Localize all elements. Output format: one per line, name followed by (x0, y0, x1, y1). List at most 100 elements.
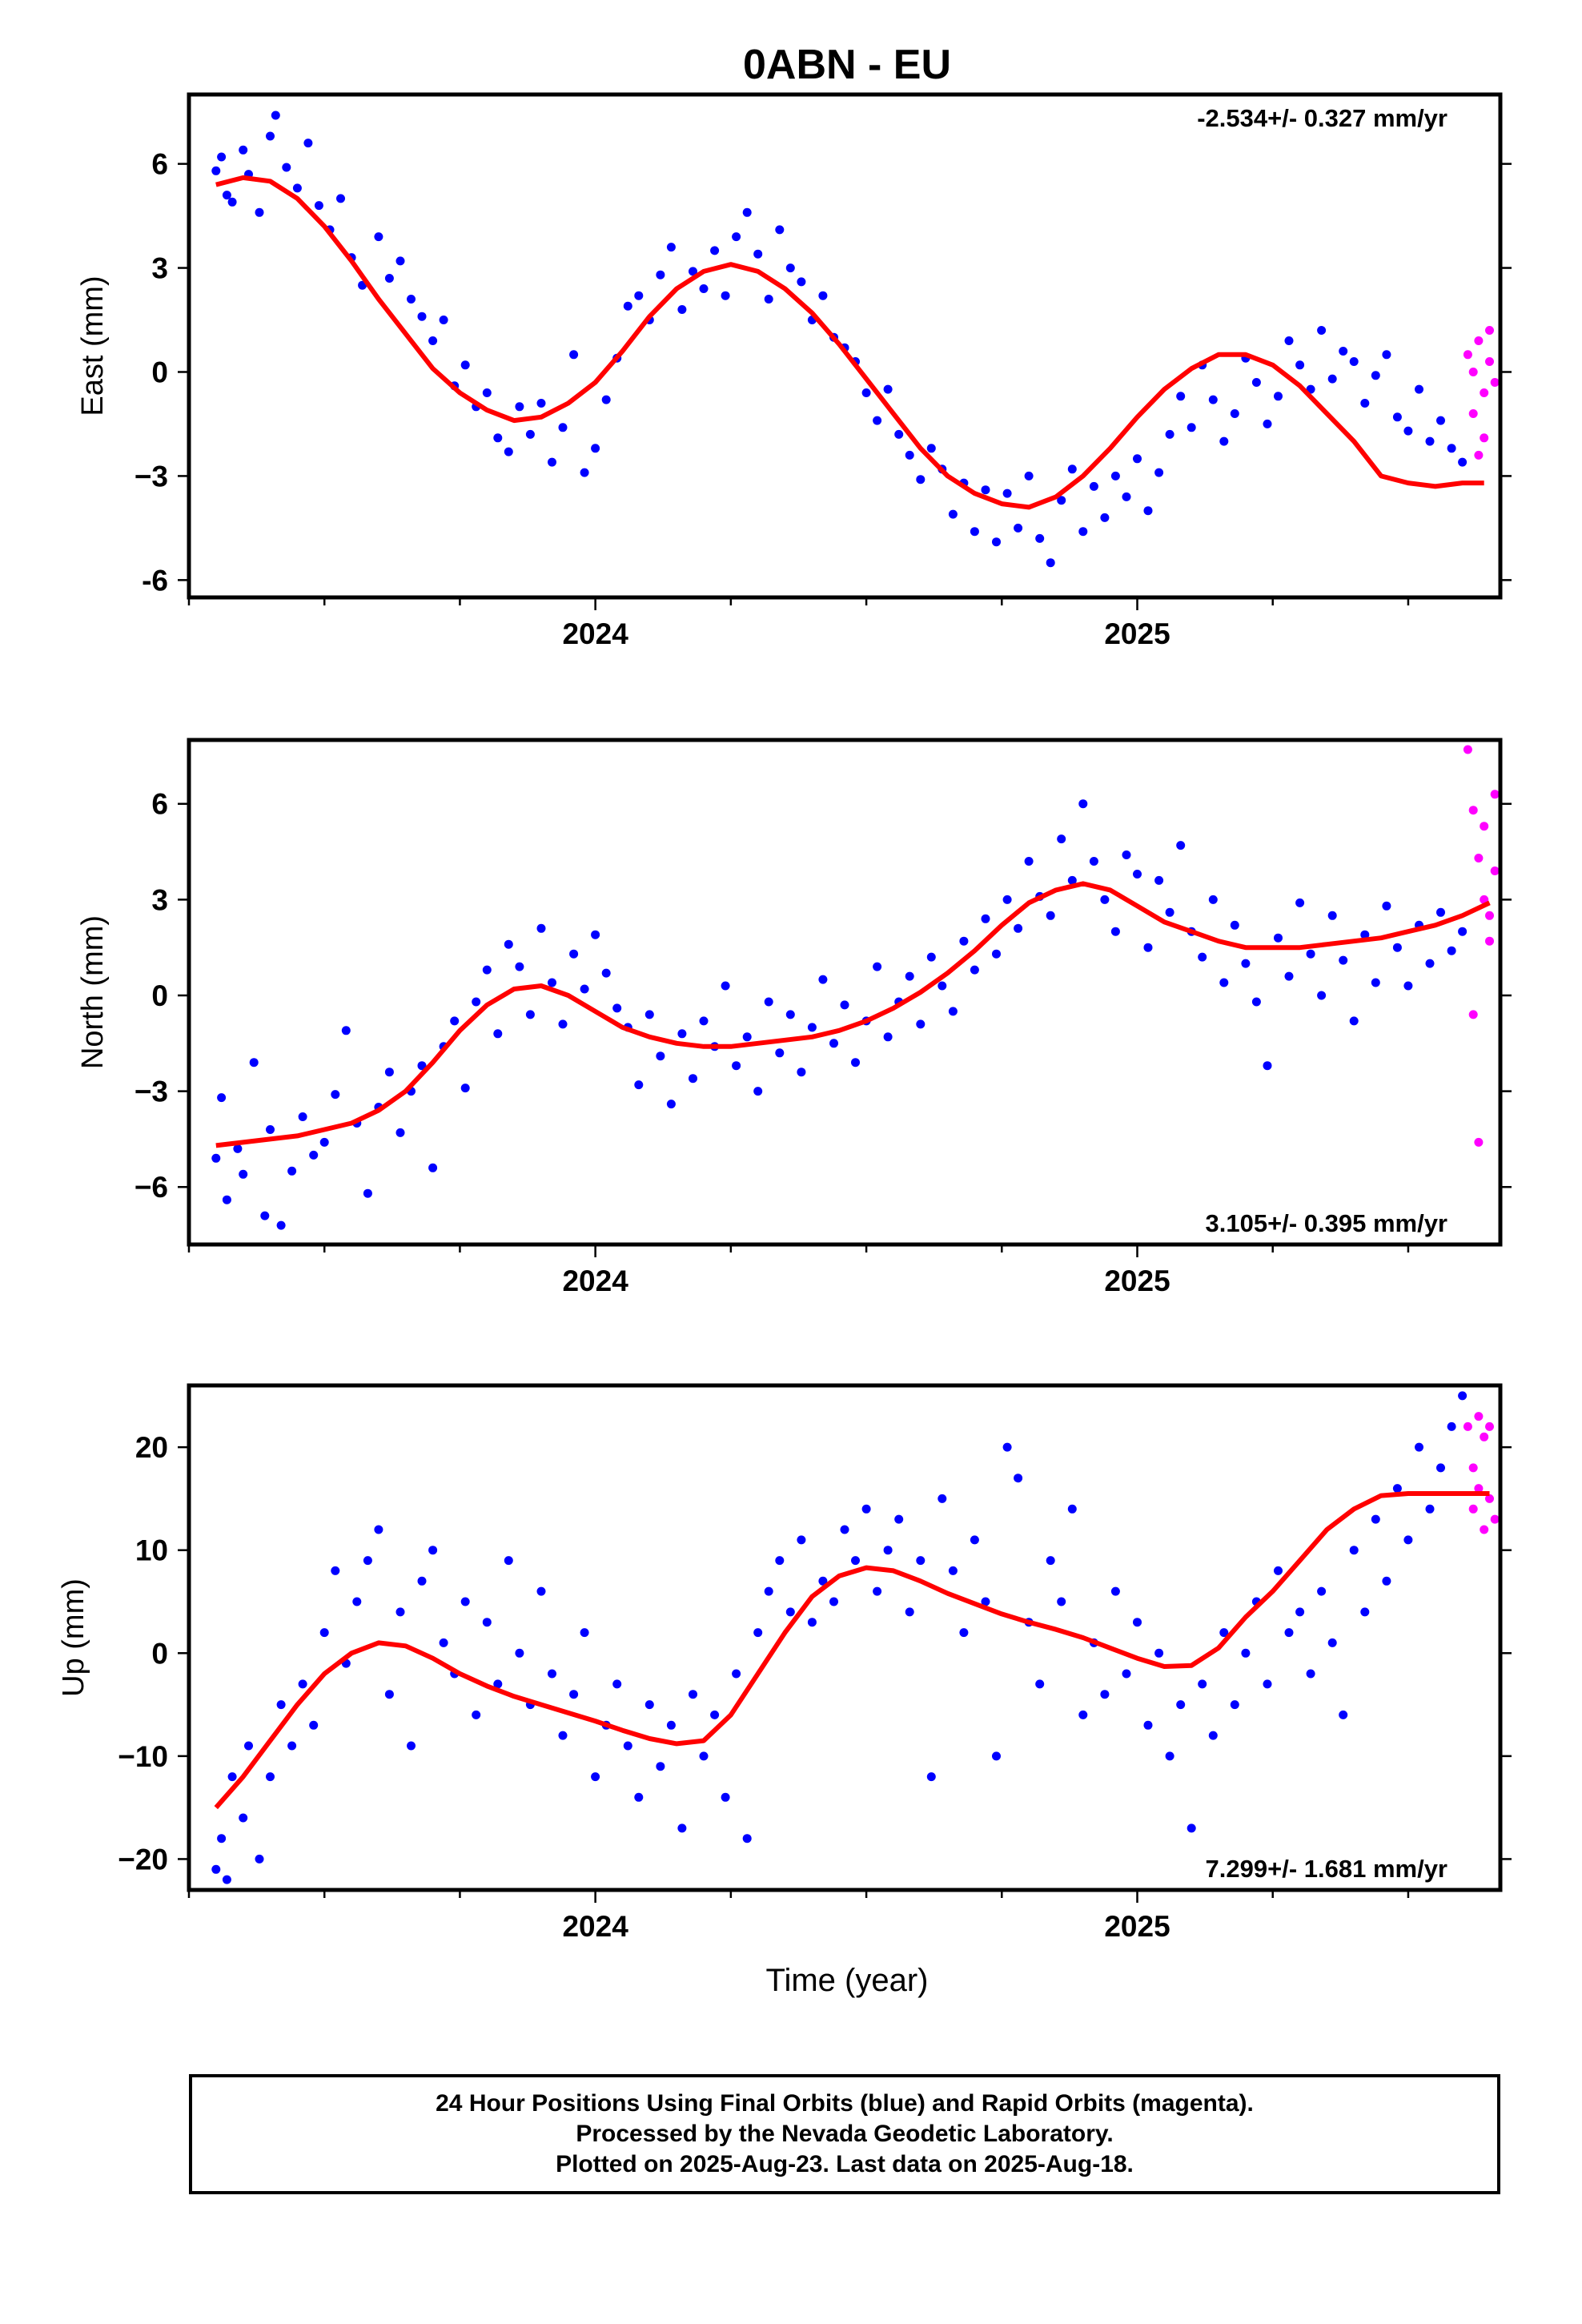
north-final-point (1133, 870, 1142, 879)
up-final-point (1284, 1628, 1294, 1638)
north-final-point (1371, 978, 1380, 987)
north-final-point (558, 1019, 568, 1029)
north-final-point (450, 1016, 460, 1026)
north-final-point (1122, 850, 1131, 859)
up-final-point (428, 1546, 438, 1555)
up-ticks: 2024 2025 −20 −10 0 10 20 (118, 1431, 1512, 1943)
east-final-point (1165, 429, 1174, 439)
east-final-point (227, 197, 237, 207)
north-final-point (276, 1220, 286, 1230)
east-final-point (894, 429, 904, 439)
north-rapid-point (1480, 822, 1489, 831)
up-final-point (873, 1586, 882, 1596)
east-final-point (1002, 489, 1012, 498)
footer-line-1: 24 Hour Positions Using Final Orbits (bl… (436, 2090, 1254, 2117)
up-final-point (309, 1720, 319, 1730)
north-points (211, 745, 1500, 1230)
north-final-point (775, 1048, 785, 1058)
up-y-tick-label: 0 (151, 1637, 168, 1670)
up-rate-label: 7.299+/- 1.681 mm/yr (1206, 1855, 1447, 1883)
north-final-point (1208, 895, 1218, 904)
east-final-point (1067, 464, 1077, 474)
up-ylabel: Up (mm) (57, 1578, 90, 1697)
east-final-point (407, 295, 416, 304)
up-final-point (439, 1638, 448, 1647)
north-final-point (548, 978, 556, 987)
north-final-point (753, 1087, 763, 1096)
up-final-point (1317, 1586, 1327, 1596)
east-final-point (255, 207, 264, 217)
east-final-point (1014, 523, 1023, 533)
footer-box: 24 Hour Positions Using Final Orbits (bl… (189, 2074, 1500, 2194)
east-final-point (732, 232, 741, 242)
north-y-tick-label: 3 (151, 883, 168, 916)
north-final-point (883, 1032, 893, 1042)
north-final-point (363, 1188, 372, 1198)
east-final-point (266, 131, 275, 141)
up-final-point (417, 1576, 427, 1586)
up-rapid-point (1463, 1421, 1472, 1431)
up-final-point (331, 1566, 340, 1575)
up-final-point (1176, 1700, 1186, 1710)
figure: 0ABN - EU 2024 2025 -6 −3 0 3 6 East (mm) -2.5… (57, 42, 1512, 1998)
east-final-point (1143, 506, 1153, 516)
east-rapid-point (1474, 336, 1484, 345)
up-final-point (677, 1823, 687, 1833)
east-final-point (970, 527, 979, 537)
east-final-point (623, 301, 632, 311)
north-final-point (1349, 1016, 1359, 1026)
east-final-point (292, 183, 302, 193)
east-y-tick-label: 6 (151, 148, 168, 181)
east-final-point (569, 350, 579, 360)
east-final-point (239, 145, 248, 155)
east-final-point (1339, 347, 1348, 356)
east-final-point (1208, 395, 1218, 404)
east-final-point (1403, 426, 1413, 436)
up-final-point (905, 1607, 914, 1617)
north-final-point (233, 1144, 243, 1153)
east-final-point (601, 395, 611, 404)
north-final-point (948, 1007, 958, 1016)
up-final-point (1219, 1628, 1229, 1638)
up-final-point (742, 1834, 752, 1844)
east-final-point (1133, 454, 1142, 464)
east-final-point (217, 152, 227, 162)
east-final-point (1371, 371, 1380, 380)
north-final-point (1360, 930, 1370, 939)
up-final-point (829, 1597, 838, 1606)
north-final-point (1057, 834, 1066, 844)
east-final-point (1436, 416, 1445, 425)
east-final-point (1284, 336, 1294, 345)
east-final-point (666, 243, 676, 252)
north-final-point (1339, 955, 1348, 965)
up-final-point (753, 1628, 763, 1638)
up-final-point (1349, 1546, 1359, 1555)
east-ylabel: East (mm) (76, 275, 110, 416)
north-final-point (818, 975, 828, 984)
up-frame (187, 1383, 1503, 1892)
east-final-point (1024, 471, 1034, 480)
east-final-point (580, 468, 589, 477)
up-final-point (1306, 1669, 1315, 1679)
up-final-point (211, 1864, 221, 1874)
east-final-point (1392, 412, 1402, 422)
up-final-point (764, 1586, 773, 1596)
east-final-point (504, 447, 513, 456)
north-final-point (1219, 978, 1229, 987)
up-final-point (1165, 1751, 1174, 1761)
up-final-point (396, 1607, 405, 1617)
north-final-point (1274, 933, 1283, 943)
east-final-point (1382, 350, 1391, 360)
east-final-point (303, 139, 313, 148)
east-final-point (428, 336, 438, 345)
east-final-point (558, 423, 568, 432)
east-y-tick-label: -6 (142, 564, 168, 597)
north-final-point (428, 1163, 438, 1172)
north-final-point (1382, 901, 1391, 911)
east-y-tick-label: −3 (135, 460, 168, 493)
chart-title: 0ABN - EU (743, 42, 951, 88)
up-final-point (1208, 1731, 1218, 1740)
east-trend-line (215, 175, 1484, 510)
east-rapid-point (1485, 326, 1494, 335)
north-final-point (992, 949, 1001, 959)
